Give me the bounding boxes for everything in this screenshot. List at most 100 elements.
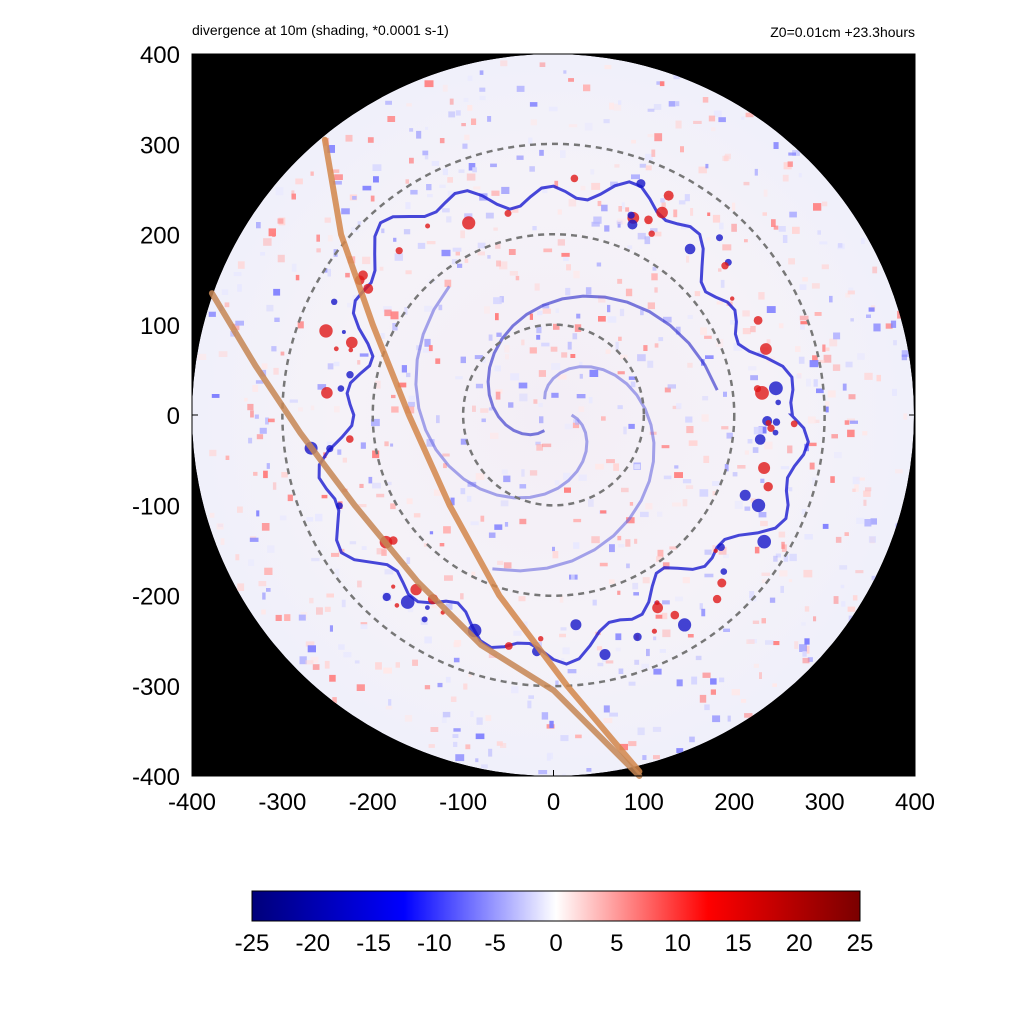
speckle <box>488 407 493 411</box>
speckle <box>472 405 476 412</box>
speckle <box>744 713 753 718</box>
speckle <box>261 609 266 615</box>
speckle <box>727 715 731 722</box>
speckle <box>395 662 400 668</box>
speckle <box>443 526 451 534</box>
speckle <box>628 681 636 686</box>
speckle <box>467 75 473 81</box>
speckle <box>723 554 729 559</box>
speckle <box>560 150 566 158</box>
rainband-patch <box>391 584 396 589</box>
speckle <box>476 717 483 725</box>
speckle <box>316 234 320 242</box>
speckle <box>760 478 765 483</box>
speckle <box>504 345 510 353</box>
speckle <box>852 595 858 601</box>
speckle <box>613 463 619 471</box>
speckle <box>873 323 881 332</box>
speckle <box>390 443 394 447</box>
speckle <box>772 683 777 687</box>
speckle <box>673 209 678 218</box>
speckle <box>515 275 520 281</box>
speckle <box>375 662 382 670</box>
rainband-patch <box>425 223 431 229</box>
speckle <box>588 499 594 507</box>
speckle <box>621 487 629 493</box>
speckle <box>712 214 721 223</box>
rainband-patch <box>421 616 428 623</box>
speckle <box>773 555 778 562</box>
speckle <box>557 209 562 215</box>
speckle <box>305 660 314 665</box>
speckle <box>542 303 550 309</box>
speckle <box>473 186 481 190</box>
speckle <box>436 415 440 424</box>
speckle <box>408 395 416 401</box>
speckle <box>849 420 858 424</box>
speckle <box>409 128 414 132</box>
speckle <box>654 287 658 293</box>
speckle <box>341 208 350 215</box>
speckle <box>766 339 771 345</box>
speckle <box>417 242 426 249</box>
speckle <box>586 768 592 772</box>
speckle <box>501 186 510 194</box>
speckle <box>645 153 653 161</box>
speckle <box>832 364 841 371</box>
speckle <box>528 137 533 144</box>
speckle <box>839 565 848 570</box>
speckle <box>620 354 628 360</box>
speckle <box>593 216 602 224</box>
x-tick-label: -100 <box>439 789 487 816</box>
speckle <box>209 512 215 518</box>
speckle <box>762 212 767 216</box>
rainband-patch <box>717 543 725 551</box>
speckle <box>591 221 600 227</box>
chart-title: divergence at 10m (shading, *0.0001 s-1) <box>192 22 449 38</box>
speckle <box>796 374 802 379</box>
speckle <box>782 235 788 243</box>
speckle <box>807 657 813 662</box>
speckle <box>666 217 671 222</box>
speckle <box>256 510 260 517</box>
speckle <box>289 399 298 403</box>
speckle <box>357 580 362 588</box>
speckle <box>609 712 618 717</box>
speckle <box>332 180 342 185</box>
speckle <box>327 363 334 370</box>
rainband-patch <box>763 482 773 492</box>
reference-circles <box>281 142 826 688</box>
speckle <box>484 306 490 314</box>
speckle <box>771 219 776 227</box>
speckle <box>575 419 580 425</box>
speckle <box>279 515 287 521</box>
speckle <box>460 230 465 239</box>
speckle <box>404 715 413 722</box>
speckle <box>658 337 664 342</box>
speckle <box>250 410 254 418</box>
speckle <box>718 546 727 555</box>
speckle <box>427 194 433 198</box>
speckle <box>614 164 620 168</box>
speckle <box>659 81 665 87</box>
speckle <box>615 341 619 350</box>
speckle <box>277 218 284 224</box>
speckle <box>634 464 641 470</box>
speckle <box>225 455 230 460</box>
speckle <box>615 647 621 652</box>
speckle <box>669 546 677 550</box>
speckle <box>381 228 385 234</box>
speckle <box>405 202 411 210</box>
speckle <box>864 372 873 380</box>
speckle <box>829 338 838 347</box>
speckle <box>605 349 611 354</box>
speckle <box>801 509 807 515</box>
speckle <box>372 450 380 459</box>
speckle <box>529 102 538 107</box>
speckle <box>475 758 479 763</box>
speckle <box>560 735 569 742</box>
speckle <box>754 546 760 554</box>
rainband-patch <box>757 534 771 549</box>
speckle <box>834 452 842 459</box>
